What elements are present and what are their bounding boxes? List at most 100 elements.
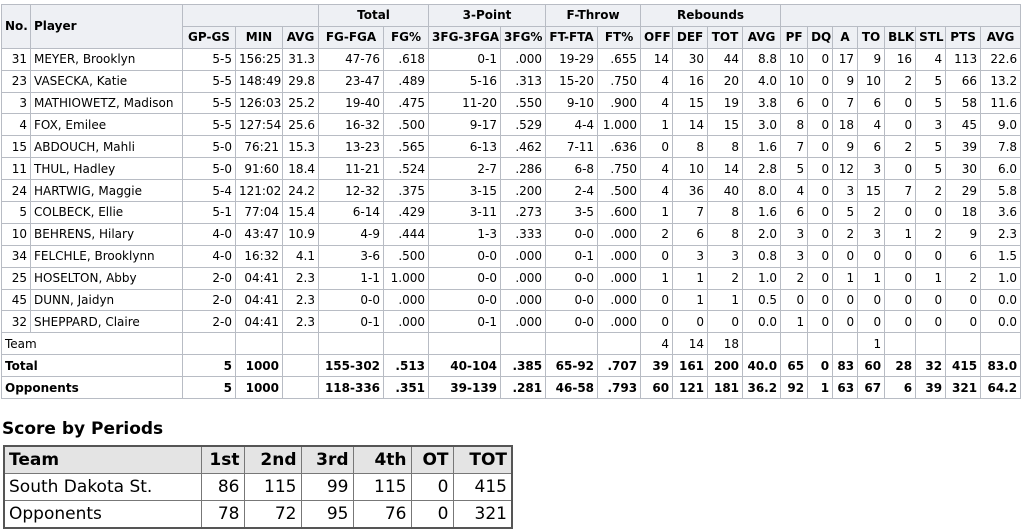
stat-cell: 29 bbox=[945, 179, 982, 203]
stat-cell: 2 bbox=[945, 266, 982, 290]
stat-cell: 6 bbox=[884, 376, 917, 400]
stat-cell: 321 bbox=[945, 376, 982, 400]
stat-cell bbox=[945, 332, 982, 356]
stat-cell bbox=[742, 332, 782, 356]
stat-cell: 19-29 bbox=[545, 47, 599, 71]
stat-cell: 2.3 bbox=[980, 222, 1022, 246]
stat-cell bbox=[235, 332, 283, 356]
stat-cell: 2-0 bbox=[182, 288, 236, 312]
stat-cell: 5 bbox=[832, 201, 859, 224]
score-cell: 0 bbox=[410, 473, 454, 501]
stat-cell: 0 bbox=[884, 288, 917, 312]
stat-cell: .500 bbox=[383, 244, 430, 268]
player-row: 11 THUL, Hadley 5-0 91:60 18.4 11-21.524 2-7.2… bbox=[1, 157, 1022, 181]
stat-cell: 40-104 bbox=[428, 354, 502, 378]
stat-cell: 28 bbox=[884, 354, 917, 378]
stat-cell: 0 bbox=[807, 244, 834, 268]
stat-cell: 9 bbox=[857, 47, 886, 71]
stat-cell: 3 bbox=[707, 244, 744, 268]
stat-cell: 10 bbox=[780, 47, 809, 71]
stat-cell: 0 bbox=[807, 157, 834, 181]
stat-cell: .600 bbox=[597, 201, 642, 224]
column-header: OT bbox=[410, 445, 454, 474]
stat-cell: 9-17 bbox=[428, 113, 502, 137]
stat-cell: 0 bbox=[707, 310, 744, 334]
section-title: Score by Periods bbox=[2, 419, 164, 439]
group-header bbox=[181, 4, 320, 27]
stat-cell: 3 bbox=[780, 244, 809, 268]
stat-cell bbox=[428, 332, 502, 356]
stat-cell: .000 bbox=[500, 47, 547, 71]
stat-cell: 39 bbox=[640, 354, 674, 378]
stat-cell: 5 bbox=[182, 354, 236, 378]
stat-cell: 04:41 bbox=[235, 310, 283, 334]
row-label: Total bbox=[1, 354, 183, 378]
stat-cell: 9 bbox=[945, 222, 982, 246]
stat-cell: 4.1 bbox=[281, 244, 320, 268]
stat-cell: 2 bbox=[832, 222, 859, 246]
score-cell: 86 bbox=[200, 473, 245, 501]
stat-cell: 10 bbox=[780, 69, 809, 93]
stat-cell: .000 bbox=[500, 310, 547, 334]
stat-cell: .550 bbox=[500, 91, 547, 115]
stat-cell: 9-10 bbox=[545, 91, 599, 115]
stat-cell: .313 bbox=[500, 69, 547, 93]
stat-cell: 0 bbox=[640, 310, 674, 334]
stat-cell bbox=[318, 332, 385, 356]
stat-cell: 7-11 bbox=[545, 135, 599, 159]
stat-cell: 65 bbox=[780, 354, 809, 378]
stat-cell: 0-1 bbox=[545, 244, 599, 268]
stat-cell: 121:02 bbox=[235, 179, 283, 203]
stat-cell: 30 bbox=[945, 157, 982, 181]
stat-cell: 14 bbox=[640, 47, 674, 71]
stat-cell: 0 bbox=[832, 310, 859, 334]
row-label: Team bbox=[1, 332, 183, 356]
stat-cell: 0-0 bbox=[545, 266, 599, 290]
stat-cell bbox=[980, 332, 1022, 356]
stat-cell: 1 bbox=[857, 332, 886, 356]
stat-cell: 127:54 bbox=[235, 113, 283, 137]
stat-cell: 3-5 bbox=[545, 201, 599, 224]
stat-cell: .000 bbox=[597, 266, 642, 290]
stat-cell: 22.6 bbox=[980, 47, 1022, 71]
stat-cell: 3 bbox=[672, 244, 709, 268]
stat-cell: 83 bbox=[832, 354, 859, 378]
stat-cell: 30 bbox=[672, 47, 709, 71]
stat-cell: 25.2 bbox=[281, 91, 320, 115]
stat-cell: .500 bbox=[383, 113, 430, 137]
stat-cell: 3 bbox=[857, 157, 886, 181]
stat-cell: 32 bbox=[1, 310, 31, 334]
stat-cell: .900 bbox=[597, 91, 642, 115]
stat-cell: 14 bbox=[672, 113, 709, 137]
stat-cell: 7 bbox=[884, 179, 917, 203]
stat-cell: 2.3 bbox=[281, 288, 320, 312]
stat-cell: 0-0 bbox=[428, 266, 502, 290]
stat-cell: 0-1 bbox=[428, 47, 502, 71]
table-head: No. Player Total 3-Point F-Throw Rebounds GP-G… bbox=[1, 4, 1022, 49]
stat-cell: .281 bbox=[500, 376, 547, 400]
column-header: TOT bbox=[707, 25, 744, 49]
stat-cell: 2-0 bbox=[182, 310, 236, 334]
stat-cell: 5 bbox=[780, 157, 809, 181]
score-cell: 321 bbox=[452, 500, 513, 529]
player-row: 3 MATHIOWETZ, Madison 5-5 126:03 25.2 19-40.4… bbox=[1, 91, 1022, 115]
stat-cell: 0.0 bbox=[980, 288, 1022, 312]
stat-cell bbox=[545, 332, 599, 356]
stat-cell: 0 bbox=[884, 201, 917, 224]
stat-cell: 43:47 bbox=[235, 222, 283, 246]
column-header: MIN bbox=[235, 25, 283, 49]
row-label: Opponents bbox=[1, 376, 183, 400]
score-cell: 0 bbox=[410, 500, 454, 529]
stat-cell: 155-302 bbox=[318, 354, 385, 378]
column-header: Team bbox=[3, 445, 202, 474]
stat-cell: 15 bbox=[1, 135, 31, 159]
stat-cell: 83.0 bbox=[980, 354, 1022, 378]
stat-cell: 0 bbox=[915, 201, 947, 224]
stat-cell: 92 bbox=[780, 376, 809, 400]
stat-cell: 76:21 bbox=[235, 135, 283, 159]
stat-cell: 15 bbox=[672, 91, 709, 115]
stat-cell: 0 bbox=[884, 266, 917, 290]
player-row: 25 HOSELTON, Abby 2-0 04:41 2.3 1-1 1.000 0-0.0… bbox=[1, 266, 1022, 290]
stat-cell: 1000 bbox=[235, 376, 283, 400]
stat-cell: 2-7 bbox=[428, 157, 502, 181]
